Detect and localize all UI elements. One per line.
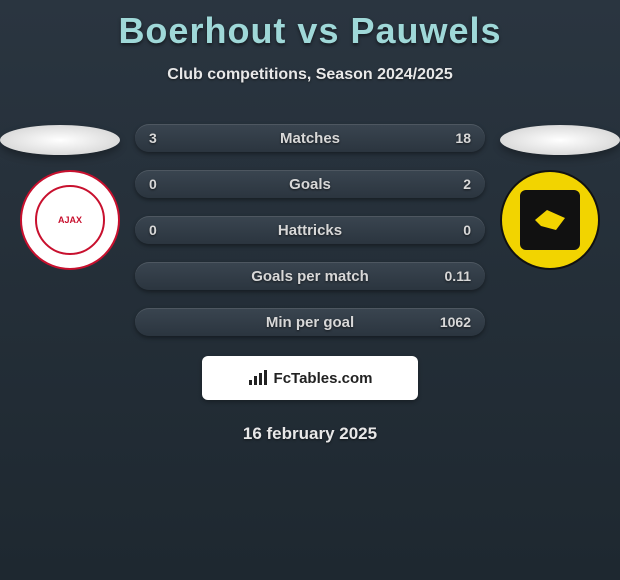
watermark-text: FcTables.com <box>274 370 373 387</box>
stat-right-value: 0 <box>441 222 471 238</box>
watermark: FcTables.com <box>202 356 418 400</box>
footer-date: 16 february 2025 <box>0 424 620 444</box>
stat-right-value: 1062 <box>440 314 471 330</box>
stat-row: Goals per match 0.11 <box>0 262 620 290</box>
stat-row: Min per goal 1062 <box>0 308 620 336</box>
team-badge-right <box>500 170 600 270</box>
stat-label: Goals per match <box>251 268 369 285</box>
badge-pedestal-left <box>0 125 120 155</box>
stat-right-value: 2 <box>441 176 471 192</box>
stat-left-value: 0 <box>149 222 179 238</box>
stat-pill-goals-per-match: Goals per match 0.11 <box>135 262 485 290</box>
page-subtitle: Club competitions, Season 2024/2025 <box>0 66 620 84</box>
stat-right-value: 18 <box>441 130 471 146</box>
page-title: Boerhout vs Pauwels <box>0 0 620 52</box>
ajax-crest-icon: AJAX <box>35 185 105 255</box>
stat-label: Min per goal <box>266 314 354 331</box>
stat-label: Matches <box>280 130 340 147</box>
badge-pedestal-right <box>500 125 620 155</box>
chart-icon <box>248 370 268 386</box>
stat-pill-matches: 3 Matches 18 <box>135 124 485 152</box>
stat-pill-min-per-goal: Min per goal 1062 <box>135 308 485 336</box>
stat-left-value: 3 <box>149 130 179 146</box>
stat-pill-hattricks: 0 Hattricks 0 <box>135 216 485 244</box>
stat-left-value: 0 <box>149 176 179 192</box>
stat-label: Hattricks <box>278 222 342 239</box>
stat-right-value: 0.11 <box>441 268 471 284</box>
stat-label: Goals <box>289 176 331 193</box>
stat-pill-goals: 0 Goals 2 <box>135 170 485 198</box>
cambuur-crest-icon <box>520 190 580 250</box>
team-badge-left: AJAX <box>20 170 120 270</box>
